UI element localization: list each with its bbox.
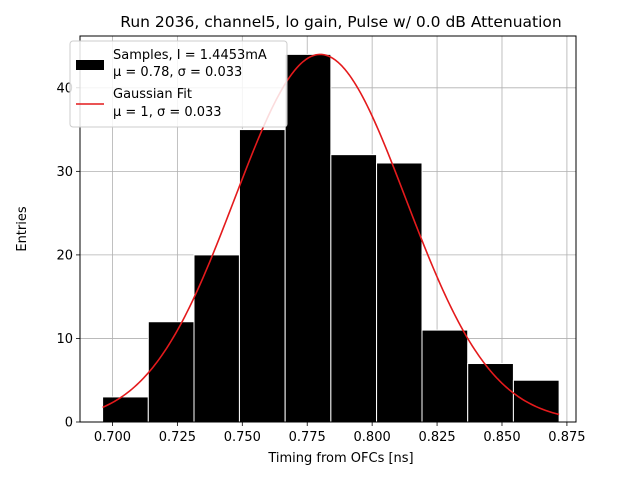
histogram-bar	[421, 329, 469, 423]
x-tick-label: 0.775	[289, 430, 326, 445]
legend-box	[69, 40, 288, 128]
histogram-bar	[238, 129, 286, 423]
legend-histogram-name: Samples, I = 1.4453mA	[113, 48, 267, 63]
gaussian-fit-line	[102, 53, 560, 416]
x-tick-label: 0.800	[354, 430, 391, 445]
plot-frame	[79, 35, 577, 423]
histogram-bar	[467, 363, 514, 423]
histogram-bar	[284, 53, 332, 423]
y-tick-label: 20	[56, 248, 73, 263]
chart-title: Run 2036, channel5, lo gain, Pulse w/ 0.…	[120, 13, 561, 31]
y-tick-label: 30	[56, 165, 73, 180]
y-tick-label: 0	[65, 416, 73, 431]
x-tick-label: 0.725	[159, 430, 196, 445]
histogram-bar	[102, 396, 149, 423]
x-axis-ticks: 0.700 0.725 0.750 0.775 0.800 0.825 0.850 0.875	[94, 422, 586, 445]
histogram-bar	[512, 379, 560, 423]
legend-histogram-stats: μ = 0.78, σ = 0.033	[113, 65, 242, 80]
x-axis-label: Timing from OFCs [ns]	[267, 451, 413, 466]
histogram-bar	[147, 321, 195, 423]
y-tick-label: 10	[56, 332, 73, 347]
legend-fit-name: Gaussian Fit	[113, 87, 192, 102]
x-tick-label: 0.850	[483, 430, 520, 445]
legend-fit-stats: μ = 1, σ = 0.033	[113, 105, 222, 120]
x-tick-label: 0.750	[224, 430, 261, 445]
legend-histogram-swatch	[76, 60, 104, 70]
x-tick-label: 0.825	[418, 430, 455, 445]
histogram-bar	[330, 154, 378, 423]
legend: Samples, I = 1.4453mA μ = 0.78, σ = 0.03…	[69, 40, 288, 128]
y-axis-ticks: 0 10 20 30 40	[56, 81, 80, 431]
x-tick-label: 0.700	[94, 430, 131, 445]
x-tick-label: 0.875	[548, 430, 585, 445]
y-axis-label: Entries	[15, 206, 30, 252]
histogram-bar	[376, 162, 423, 423]
histogram-bar	[193, 254, 240, 423]
y-tick-label: 40	[56, 81, 73, 96]
